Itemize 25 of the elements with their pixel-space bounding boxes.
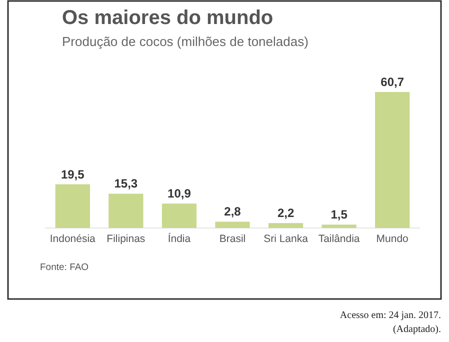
data-label: 10,9 (168, 186, 192, 201)
data-label: 2,8 (224, 204, 242, 219)
x-tick-label: Sri Lanka (264, 233, 308, 245)
source-note: Fonte: FAO (40, 262, 89, 273)
x-tick-label: Indonésia (50, 233, 96, 245)
text: (Adaptado). (392, 324, 441, 335)
bar (55, 184, 90, 228)
bar (268, 223, 304, 228)
x-tick-label: Brasil (219, 233, 246, 245)
bar (108, 194, 144, 228)
data-label: 1,5 (330, 208, 348, 222)
bar (375, 92, 410, 228)
data-label: 19,5 (60, 167, 85, 182)
data-label: 15,3 (114, 176, 138, 191)
x-tick-label: Filipinas (106, 233, 146, 245)
data-label: 2,2 (277, 206, 294, 220)
chart-subtitle: Produção de cocos (milhões de toneladas) (62, 34, 308, 49)
bar (215, 222, 250, 228)
bar (162, 204, 197, 228)
chart-title: Os maiores do mundo (62, 7, 274, 29)
x-tick-label: Índia (168, 232, 191, 245)
text: Acesso em: 24 jan. 2017. (340, 310, 441, 321)
x-tick-label: Tailândia (318, 233, 360, 245)
x-tick-label: Mundo (376, 233, 409, 245)
data-label: 60,7 (380, 75, 404, 89)
